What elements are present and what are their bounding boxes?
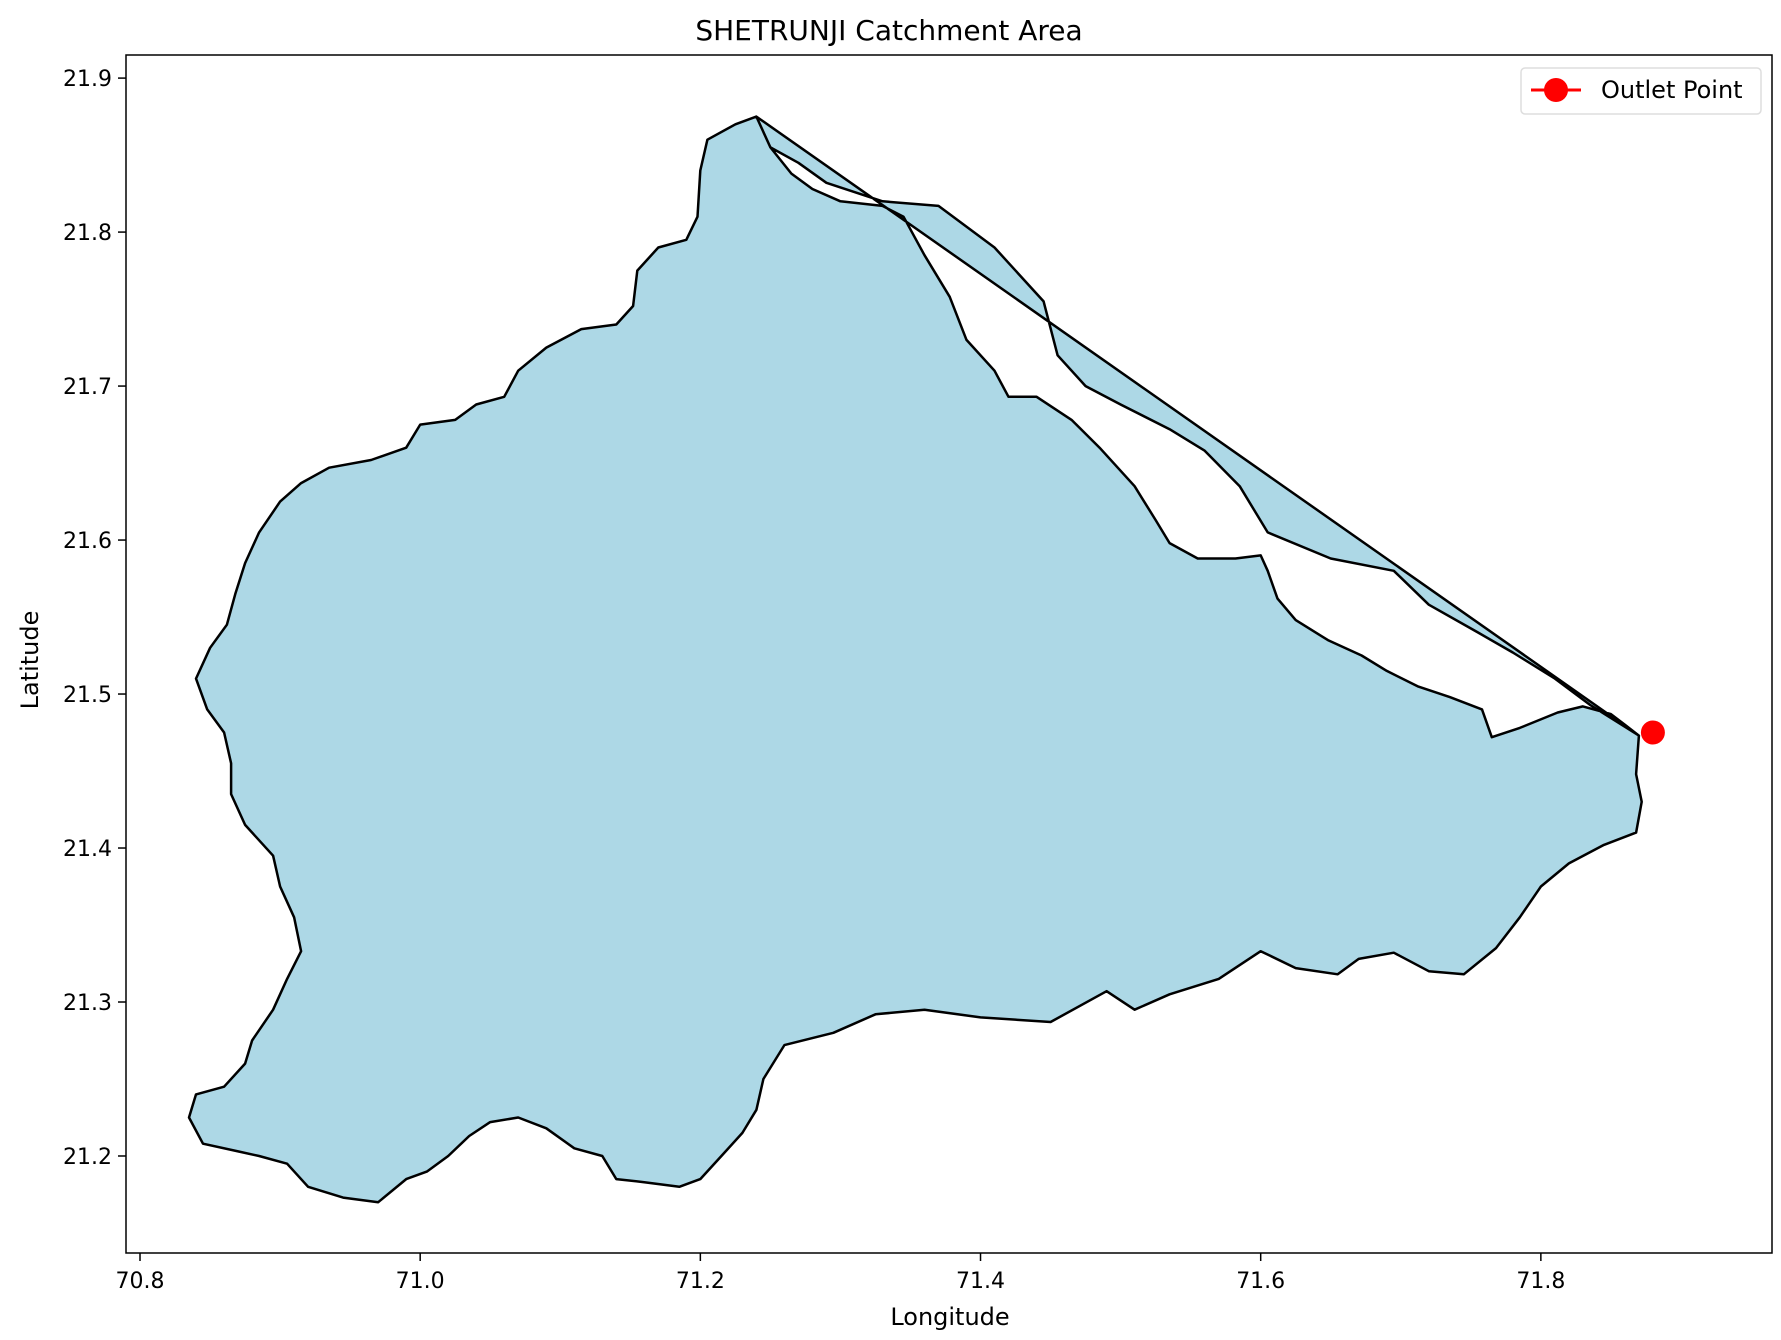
axes-frame <box>125 54 1773 1254</box>
y-tick-label: 21.4 <box>63 837 112 862</box>
x-tick-label: 70.8 <box>116 1269 165 1294</box>
y-tick-label: 21.6 <box>63 529 112 554</box>
y-tick-label: 21.3 <box>63 991 112 1016</box>
y-tick-label: 21.7 <box>63 375 112 400</box>
y-axis-label: Latitude <box>16 611 44 710</box>
legend-label-outlet: Outlet Point <box>1601 76 1743 104</box>
plot-area <box>125 54 1773 1254</box>
x-axis-label: Longitude <box>890 1303 1009 1331</box>
y-tick-label: 21.2 <box>63 1145 112 1170</box>
x-tick-label: 71.2 <box>676 1269 725 1294</box>
y-axis: 21.2 21.3 21.4 21.5 21.6 21.7 21.8 21.9 <box>63 67 126 1170</box>
x-tick-label: 71.0 <box>396 1269 445 1294</box>
chart-title: SHETRUNJI Catchment Area <box>695 14 1082 47</box>
x-tick-label: 71.4 <box>956 1269 1005 1294</box>
legend-marker-swatch <box>1544 78 1568 102</box>
x-tick-label: 71.8 <box>1516 1269 1565 1294</box>
y-tick-label: 21.8 <box>63 221 112 246</box>
y-tick-label: 21.5 <box>63 683 112 708</box>
outlet-point-marker <box>1640 720 1665 745</box>
x-tick-label: 71.6 <box>1236 1269 1285 1294</box>
catchment-polygon <box>187 115 1643 1204</box>
legend: Outlet Point <box>1520 67 1762 115</box>
y-tick-label: 21.9 <box>63 67 112 92</box>
x-axis: 70.8 71.0 71.2 71.4 71.6 71.8 <box>116 1253 1565 1294</box>
legend-frame <box>1520 67 1762 115</box>
